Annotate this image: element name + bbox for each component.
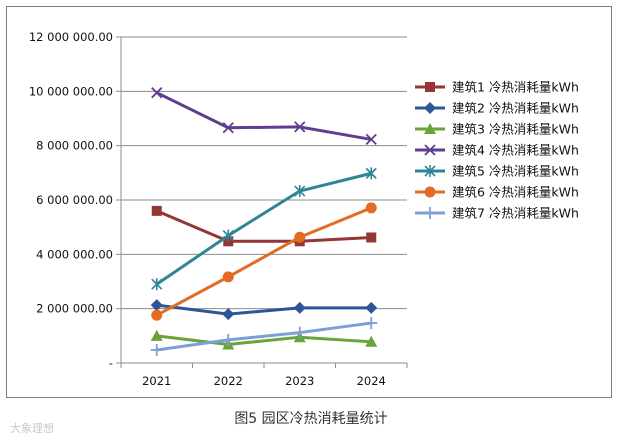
series-2-point	[222, 308, 235, 321]
series-3-point	[365, 335, 378, 347]
series-4-point	[294, 121, 306, 133]
legend-marker	[424, 186, 436, 198]
series-7-point	[293, 326, 306, 339]
x-tick-label: 2021	[142, 374, 171, 388]
x-tick-label: 2023	[285, 374, 314, 388]
series-1-point	[366, 232, 377, 243]
series-line-5	[155, 171, 372, 286]
legend-entry: 建筑6 冷热消耗量kWh	[452, 185, 579, 200]
series-line-3	[156, 334, 372, 347]
y-tick-label: 6 000 000.00	[36, 193, 113, 207]
legend-marker	[424, 165, 436, 177]
legend-marker	[424, 123, 436, 134]
y-tick-label: 12 000 000.00	[29, 30, 113, 44]
legend-marker	[424, 144, 436, 156]
line-chart: - 2 000 000.00 4 000 000.00 6 000 000.00 8 0…	[29, 30, 579, 388]
y-tick-label: -	[109, 356, 113, 370]
series-line-7	[156, 321, 372, 352]
y-tick-label: 10 000 000.00	[29, 84, 113, 98]
legend-marker	[424, 207, 436, 219]
series-6-point	[222, 271, 234, 283]
legend-entry: 建筑4 冷热消耗量kWh	[452, 143, 579, 158]
legend-entry: 建筑1 冷热消耗量kWh	[452, 80, 579, 95]
series-5-point	[294, 185, 306, 198]
series-5-point	[222, 229, 234, 242]
series-line-6	[156, 206, 372, 317]
series-6-point	[365, 202, 377, 214]
x-tick-label: 2024	[357, 374, 386, 388]
series-5-point	[151, 278, 163, 291]
legend-marker	[425, 82, 435, 92]
series-6-point	[294, 231, 306, 243]
legend-marker	[424, 102, 436, 114]
series-3-point	[150, 329, 163, 341]
y-tick-label: 4 000 000.00	[36, 247, 113, 261]
legend-entry: 建筑7 冷热消耗量kWh	[452, 206, 579, 221]
series-2-point	[150, 299, 163, 312]
series-7-point	[365, 317, 378, 330]
y-tick-label: 8 000 000.00	[36, 139, 113, 153]
legend-entry: 建筑2 冷热消耗量kWh	[452, 101, 579, 116]
y-tick-label: 2 000 000.00	[36, 302, 113, 316]
series-4-point	[365, 133, 377, 146]
series-7-point	[222, 333, 235, 346]
figure-caption: 图5 园区冷热消耗量统计	[234, 411, 388, 427]
series-6-point	[151, 309, 163, 321]
series-1-point	[151, 205, 162, 216]
series-line-4	[156, 91, 372, 141]
x-tick-label: 2022	[214, 374, 243, 388]
series-2-point	[293, 301, 306, 314]
legend-entry: 建筑5 冷热消耗量kWh	[452, 164, 579, 179]
series-2-point	[365, 301, 378, 314]
series-5-point	[365, 167, 377, 180]
series-line-1	[156, 209, 372, 243]
chart-frame: - 2 000 000.00 4 000 000.00 6 000 000.00 8 0…	[6, 6, 612, 398]
series-7-point	[150, 343, 163, 356]
series-line-2	[156, 303, 372, 316]
series-4-point	[222, 122, 234, 134]
series-4-point	[151, 87, 163, 99]
legend-entry: 建筑3 冷热消耗量kWh	[452, 122, 579, 137]
watermark: 大象理想	[10, 422, 54, 435]
